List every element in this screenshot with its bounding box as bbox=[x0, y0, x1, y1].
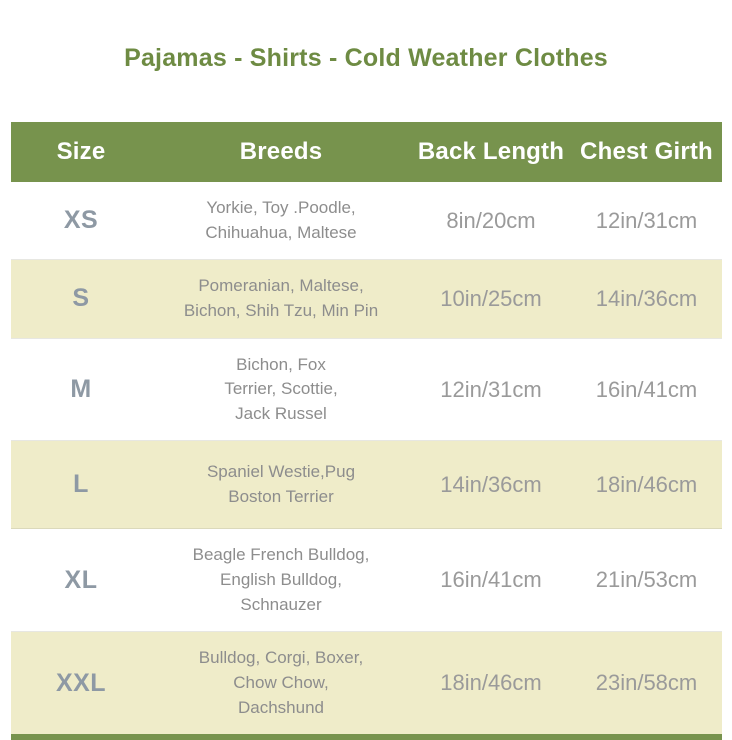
cell-size: XXL bbox=[11, 631, 151, 738]
cell-chest-girth: 21in/53cm bbox=[571, 528, 722, 632]
table-header-row: Size Breeds Back Length Chest Girth bbox=[11, 122, 722, 182]
table-row: S Pomeranian, Maltese, Bichon, Shih Tzu,… bbox=[11, 259, 722, 339]
size-chart-table: Size Breeds Back Length Chest Girth XS Y… bbox=[11, 122, 722, 740]
breed-line: Yorkie, Toy .Poodle, bbox=[206, 198, 356, 217]
breed-line: Pomeranian, Maltese, bbox=[198, 276, 364, 296]
cell-back-length: 18in/46cm bbox=[411, 631, 571, 738]
column-header-breeds: Breeds bbox=[239, 138, 323, 165]
cell-breeds: Bichon, Fox Terrier, Scottie, Jack Russe… bbox=[151, 337, 411, 441]
cell-chest-girth: 14in/36cm bbox=[571, 259, 722, 339]
cell-chest-girth: 18in/46cm bbox=[571, 440, 722, 529]
cell-size: XL bbox=[11, 528, 151, 632]
column-header-size: Size bbox=[56, 138, 106, 165]
cell-breeds: Bulldog, Corgi, Boxer, Chow Chow, Dachsh… bbox=[151, 631, 411, 738]
breed-line: Schnauzer bbox=[240, 594, 322, 614]
cell-breeds: Pomeranian, Maltese, Bichon, Shih Tzu, M… bbox=[151, 259, 411, 339]
breed-line: Jack Russel bbox=[235, 403, 327, 423]
breed-line: English Bulldog, bbox=[220, 570, 342, 590]
breed-line: Boston Terrier bbox=[228, 486, 334, 506]
column-header-back-length: Back Length bbox=[417, 138, 565, 165]
cell-size: S bbox=[11, 259, 151, 339]
page-title: Pajamas - Shirts - Cold Weather Clothes bbox=[124, 44, 608, 72]
column-header-chest-girth: Chest Girth bbox=[580, 138, 713, 165]
table-row: XXL Bulldog, Corgi, Boxer, Chow Chow, Da… bbox=[11, 631, 722, 738]
breed-line: Chow Chow, bbox=[233, 673, 329, 693]
cell-chest-girth: 12in/31cm bbox=[595, 207, 698, 233]
breed-line: Bulldog, Corgi, Boxer, bbox=[198, 648, 364, 668]
table-row: XS Yorkie, Toy .Poodle, Chihuahua, Malte… bbox=[11, 182, 722, 260]
cell-size: M bbox=[11, 337, 151, 441]
table-row: XL Beagle French Bulldog, English Bulldo… bbox=[11, 528, 722, 632]
breed-line: Beagle French Bulldog, bbox=[192, 545, 370, 565]
breed-line: Bichon, Fox bbox=[236, 354, 326, 374]
cell-back-length: 12in/31cm bbox=[411, 337, 571, 441]
breed-line: Dachshund bbox=[237, 697, 324, 717]
table-row: M Bichon, Fox Terrier, Scottie, Jack Rus… bbox=[11, 337, 722, 441]
cell-chest-girth: 16in/41cm bbox=[571, 337, 722, 441]
breed-line: Bichon, Shih Tzu, Min Pin bbox=[183, 300, 379, 320]
breed-line: Chihuahua, Maltese bbox=[205, 222, 357, 242]
table-header: Size Breeds Back Length Chest Girth bbox=[11, 122, 722, 182]
cell-breeds: Yorkie, Toy .Poodle, Chihuahua, Maltese bbox=[151, 182, 411, 260]
cell-back-length: 14in/36cm bbox=[411, 440, 571, 529]
breed-line: Spaniel Westie,Pug bbox=[206, 462, 356, 482]
cell-breeds: Spaniel Westie,Pug Boston Terrier bbox=[151, 440, 411, 529]
table-body: XS Yorkie, Toy .Poodle, Chihuahua, Malte… bbox=[11, 182, 722, 738]
cell-back-length: 8in/20cm bbox=[446, 207, 536, 233]
cell-size: XS bbox=[63, 206, 99, 235]
cell-size: L bbox=[11, 440, 151, 529]
cell-chest-girth: 23in/58cm bbox=[571, 631, 722, 738]
table-row: L Spaniel Westie,Pug Boston Terrier 14in… bbox=[11, 440, 722, 529]
cell-breeds: Beagle French Bulldog, English Bulldog, … bbox=[151, 528, 411, 632]
cell-back-length: 16in/41cm bbox=[411, 528, 571, 632]
cell-back-length: 10in/25cm bbox=[411, 259, 571, 339]
breed-line: Terrier, Scottie, bbox=[224, 379, 338, 399]
